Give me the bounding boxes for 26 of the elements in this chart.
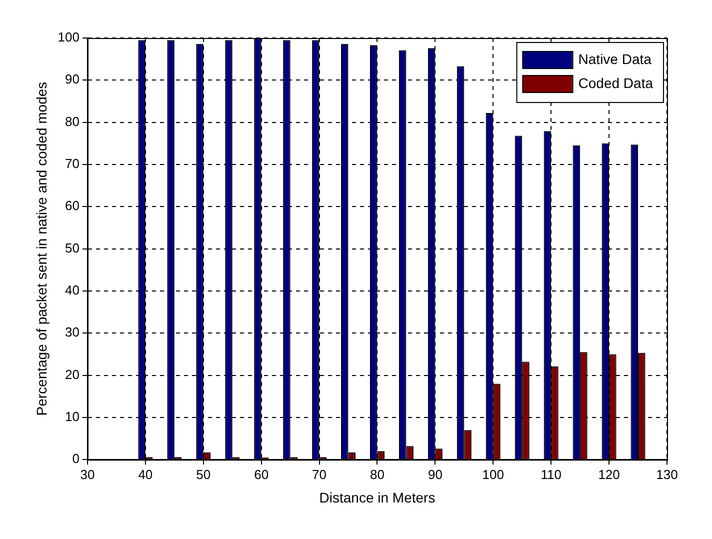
legend-label: Native Data bbox=[578, 50, 652, 67]
y-tick-label: 90 bbox=[65, 72, 80, 87]
x-tick-label: 30 bbox=[80, 466, 95, 482]
y-tick-label: 50 bbox=[65, 240, 80, 256]
x-tick-label: 70 bbox=[312, 466, 327, 482]
x-tick-label: 50 bbox=[196, 466, 211, 482]
x-axis-title: Distance in Meters bbox=[319, 489, 436, 506]
y-tick-label: 30 bbox=[65, 324, 80, 340]
y-tick-label: 80 bbox=[65, 114, 80, 129]
y-tick-label: 10 bbox=[65, 409, 80, 424]
y-tick-label: 0 bbox=[72, 451, 80, 466]
x-tick-label: 110 bbox=[540, 466, 562, 482]
x-tick-label: 120 bbox=[598, 466, 620, 482]
y-tick-label: 100 bbox=[58, 30, 80, 45]
x-tick-label: 80 bbox=[370, 466, 384, 482]
y-axis-title: Percentage of packet sent in native and coded modes bbox=[33, 82, 50, 416]
x-tick-label: 60 bbox=[254, 466, 269, 482]
y-tick-label: 40 bbox=[65, 282, 80, 298]
x-tick-label: 130 bbox=[656, 466, 678, 482]
x-tick-label: 40 bbox=[138, 466, 153, 482]
y-tick-label: 70 bbox=[65, 156, 80, 172]
x-tick-label: 90 bbox=[428, 466, 442, 482]
y-tick-label: 20 bbox=[65, 366, 80, 382]
legend-label: Coded Data bbox=[578, 74, 654, 91]
y-tick-label: 60 bbox=[65, 198, 80, 214]
x-tick-label: 100 bbox=[482, 466, 504, 482]
